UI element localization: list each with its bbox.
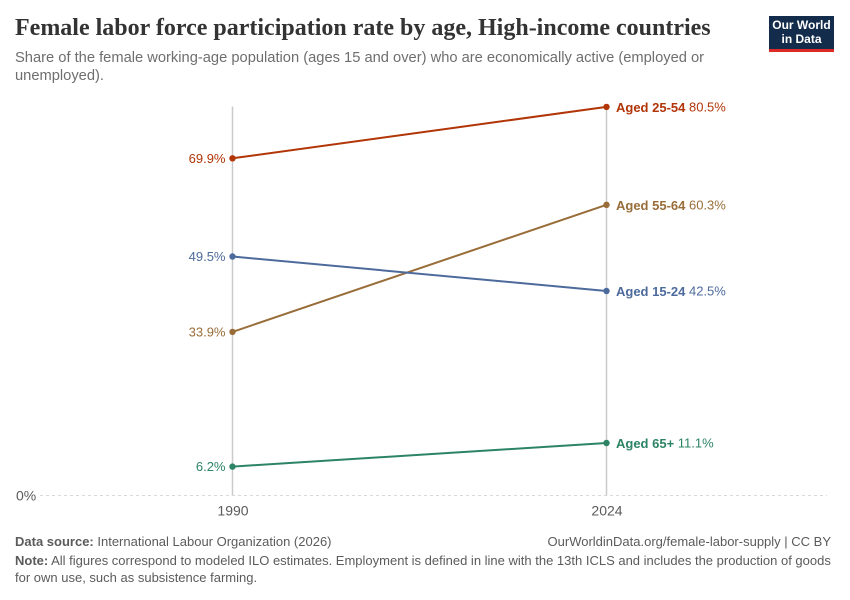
svg-text:1990: 1990	[217, 503, 248, 519]
svg-text:Aged 55-64 60.3%: Aged 55-64 60.3%	[616, 197, 726, 212]
svg-text:Aged 65+ 11.1%: Aged 65+ 11.1%	[616, 436, 714, 451]
svg-text:49.5%: 49.5%	[189, 249, 226, 264]
svg-text:Aged 25-54 80.5%: Aged 25-54 80.5%	[616, 99, 726, 114]
svg-text:2024: 2024	[591, 503, 622, 519]
svg-text:Aged 15-24 42.5%: Aged 15-24 42.5%	[616, 284, 726, 299]
svg-text:33.9%: 33.9%	[189, 324, 226, 339]
svg-text:6.2%: 6.2%	[196, 459, 226, 474]
svg-text:0%: 0%	[16, 488, 36, 504]
svg-text:69.9%: 69.9%	[189, 151, 226, 166]
